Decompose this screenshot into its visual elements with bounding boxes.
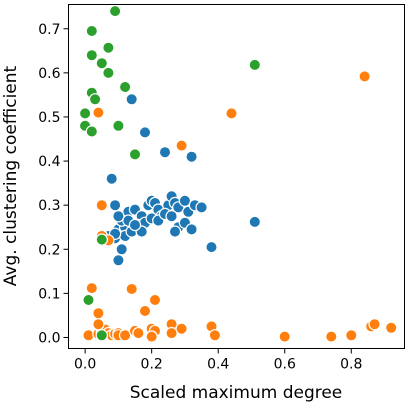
data-point-series-1-1 — [225, 107, 238, 120]
data-point-series-0-36 — [165, 209, 178, 223]
data-point-series-1-38 — [145, 330, 158, 343]
data-point-series-1-3 — [92, 106, 105, 119]
data-point-series-0-24 — [178, 194, 192, 207]
data-point-series-0-1 — [138, 126, 152, 139]
data-point-series-0-39 — [108, 198, 122, 212]
x-tick-label-2: 0.4 — [207, 357, 229, 373]
y-tick-label-4: 0.4 — [38, 154, 60, 170]
data-point-series-0-4 — [105, 172, 118, 185]
y-tick-label-3: 0.3 — [38, 198, 60, 214]
data-point-series-2-17 — [95, 329, 109, 342]
data-point-series-1-9 — [148, 293, 162, 307]
x-tick-label-1: 0.2 — [141, 357, 163, 373]
x-axis-label: Scaled maximum degree — [130, 383, 343, 403]
data-point-series-1-37 — [92, 318, 105, 331]
data-point-series-2-5 — [102, 66, 115, 80]
data-point-series-2-9 — [88, 93, 102, 106]
data-point-series-0-3 — [185, 150, 198, 163]
data-point-series-2-12 — [85, 125, 99, 138]
y-tick-label-5: 0.5 — [38, 110, 60, 126]
data-point-series-1-27 — [165, 326, 178, 340]
data-point-series-1-10 — [138, 304, 152, 318]
x-tick-label-0: 0.0 — [74, 357, 96, 373]
data-point-series-0-40 — [115, 243, 128, 256]
data-point-series-0-43 — [128, 218, 142, 232]
x-tick-label-4: 0.8 — [340, 357, 362, 373]
data-point-series-2-2 — [102, 41, 115, 54]
plot-frame — [68, 4, 405, 349]
data-point-series-1-11 — [92, 307, 105, 320]
data-point-series-2-6 — [248, 58, 261, 72]
y-tick-label-7: 0.7 — [38, 22, 60, 38]
data-point-series-0-0 — [125, 93, 138, 106]
data-point-series-0-46 — [205, 240, 218, 254]
data-point-series-1-36 — [385, 321, 398, 334]
data-point-series-2-7 — [118, 80, 132, 94]
data-point-series-2-16 — [82, 293, 95, 307]
data-point-series-2-0 — [108, 4, 122, 18]
data-point-series-2-13 — [112, 119, 125, 133]
data-point-series-2-3 — [85, 49, 99, 62]
y-axis-label: Avg. clustering coefficient — [1, 65, 21, 286]
data-point-series-0-28 — [112, 209, 125, 223]
data-point-series-1-23 — [132, 326, 145, 340]
data-point-series-0-49 — [112, 254, 125, 267]
data-point-series-1-0 — [358, 70, 371, 83]
data-point-series-1-31 — [278, 330, 291, 343]
data-point-series-2-4 — [95, 57, 109, 70]
data-point-series-0-44 — [185, 223, 198, 236]
y-tick-label-1: 0.1 — [38, 286, 60, 302]
data-point-series-2-14 — [128, 148, 142, 161]
data-point-series-1-28 — [175, 322, 188, 335]
y-tick-label-2: 0.2 — [38, 242, 60, 258]
ticks-layer: 0.0 0.2 0.4 0.6 0.8 0.0 0.1 0.2 0.3 0.4 0.5 0.6 0.7 — [38, 22, 362, 373]
data-point-series-1-8 — [125, 282, 138, 296]
data-point-series-0-47 — [248, 215, 261, 229]
data-point-series-1-7 — [85, 281, 99, 295]
data-point-series-2-15 — [95, 233, 109, 246]
data-point-series-1-32 — [325, 330, 338, 343]
data-point-series-1-35 — [368, 318, 381, 331]
data-point-series-2-10 — [78, 107, 92, 120]
data-point-series-1-33 — [345, 329, 358, 342]
x-tick-label-3: 0.6 — [274, 357, 296, 373]
data-point-series-1-30 — [208, 329, 222, 342]
data-point-series-1-2 — [175, 139, 188, 152]
y-tick-label-0: 0.0 — [38, 330, 60, 346]
data-point-series-1-4 — [95, 198, 109, 212]
points-layer — [78, 4, 398, 343]
data-point-series-0-45 — [168, 225, 182, 238]
data-point-series-0-2 — [158, 145, 172, 159]
y-tick-label-6: 0.6 — [38, 66, 60, 82]
data-point-series-0-27 — [195, 201, 208, 214]
data-point-series-2-1 — [85, 24, 99, 38]
